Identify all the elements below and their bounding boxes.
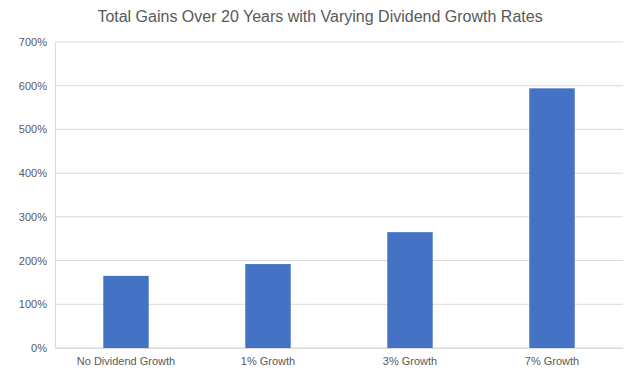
x-tick: 3% Growth (383, 348, 437, 367)
y-axis-line (55, 43, 56, 349)
bar (387, 232, 432, 348)
y-tick-label: 700% (19, 36, 47, 48)
y-axis: 0% 100% 200% 300% 400% 500% 600% 700% (19, 36, 56, 354)
y-tick: 200% (19, 255, 55, 267)
y-tick-label: 300% (19, 211, 47, 223)
y-tick: 500% (19, 123, 55, 135)
x-tick: 1% Growth (241, 348, 295, 367)
plot: 0% 100% 200% 300% 400% 500% 600% 700% No Dividen… (19, 36, 624, 367)
bar (245, 264, 290, 348)
y-tick-label: 400% (19, 167, 47, 179)
grid-line (55, 85, 623, 86)
x-tick-label: No Dividend Growth (77, 355, 175, 367)
y-tick: 700% (19, 36, 55, 48)
y-tick: 0% (31, 342, 55, 354)
x-tick-label: 3% Growth (383, 355, 437, 367)
x-tick-label: 1% Growth (241, 355, 295, 367)
bars (103, 88, 574, 348)
grid (55, 42, 623, 348)
y-tick-label: 0% (31, 342, 47, 354)
x-axis: No Dividend Growth 1% Growth 3% Growth 7% G… (56, 348, 624, 367)
bar (103, 276, 148, 348)
y-tick: 100% (19, 298, 55, 310)
y-tick: 300% (19, 211, 55, 223)
y-tick: 600% (19, 80, 55, 92)
grid-line (55, 42, 623, 43)
bar (529, 88, 574, 348)
chart: 0% 100% 200% 300% 400% 500% 600% 700% No Dividen… (0, 0, 640, 374)
x-axis-line (56, 348, 624, 349)
y-tick-label: 100% (19, 298, 47, 310)
y-tick-label: 200% (19, 255, 47, 267)
y-tick-label: 600% (19, 80, 47, 92)
x-tick: No Dividend Growth (77, 348, 175, 367)
y-tick-label: 500% (19, 123, 47, 135)
y-tick: 400% (19, 167, 55, 179)
x-tick-label: 7% Growth (525, 355, 579, 367)
title: Total Gains Over 20 Years with Varying D… (97, 8, 542, 25)
x-tick: 7% Growth (525, 348, 579, 367)
